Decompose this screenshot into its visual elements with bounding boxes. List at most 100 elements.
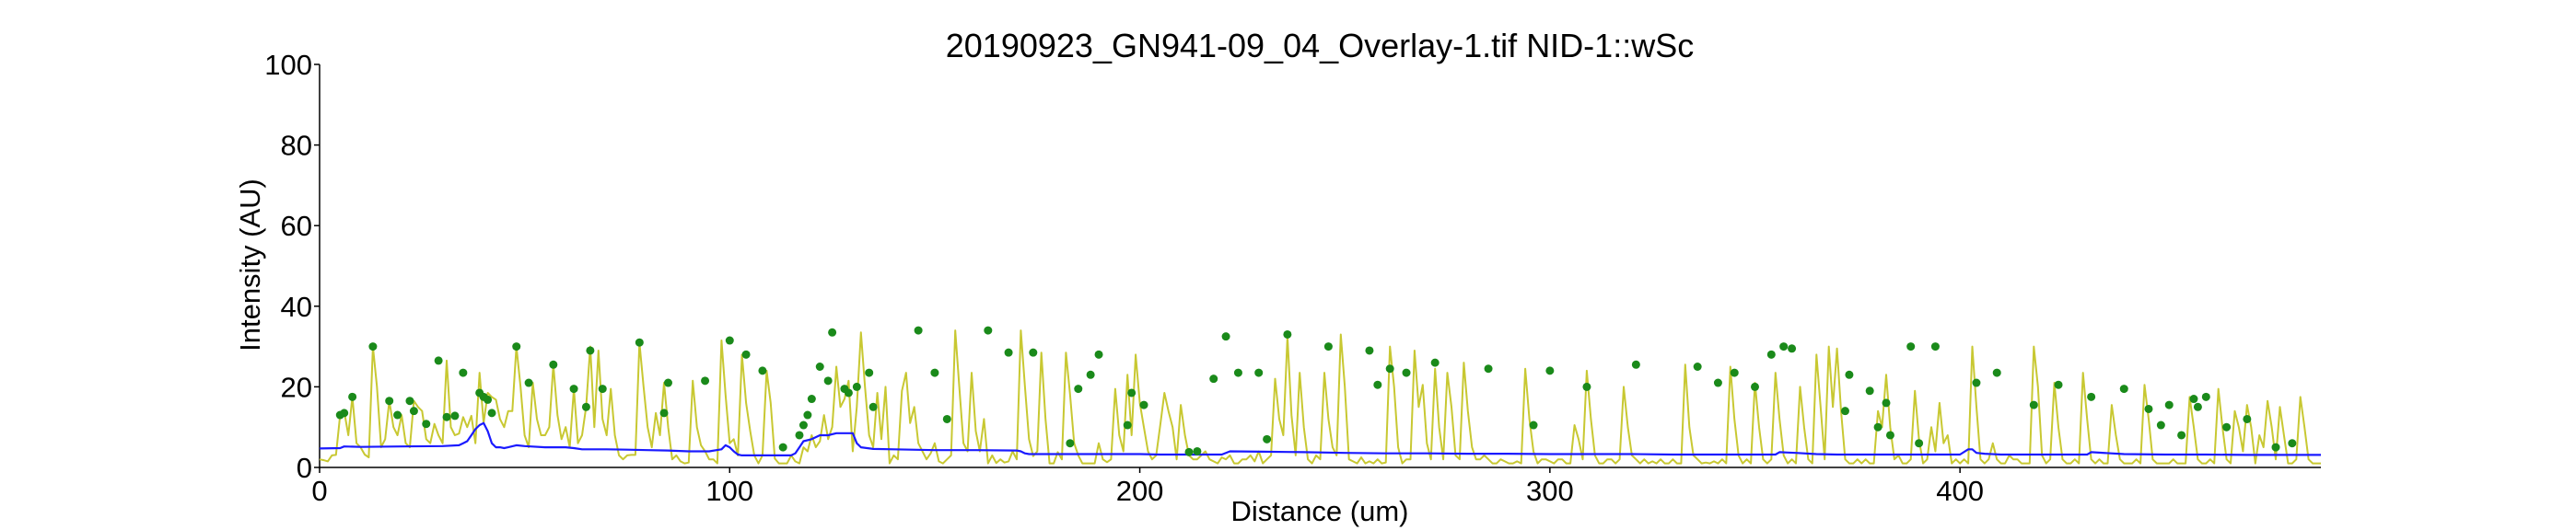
peak-point (798, 421, 808, 430)
peak-point (1193, 446, 1202, 455)
peak-point (815, 363, 824, 371)
peak-point (1086, 370, 1095, 379)
x-tick-label: 0 (311, 475, 327, 507)
peak-point (1263, 434, 1272, 444)
peak-point (348, 392, 357, 401)
peak-point (2193, 402, 2202, 411)
peak-point (598, 385, 607, 394)
peak-point (385, 397, 394, 406)
y-tick-label: 80 (281, 130, 312, 162)
plot-area: 0 20 40 60 80 100 0 100 200 300 400 (264, 49, 2321, 507)
peak-point (1283, 329, 1292, 339)
chart-title: 20190923_GN941-09_04_Overlay-1.tif NID-1… (946, 27, 1694, 64)
peak-point (2119, 385, 2128, 394)
peak-point (1865, 386, 1874, 396)
peak-point (725, 336, 734, 345)
y-tick-label: 100 (264, 49, 312, 81)
peak-point (2144, 404, 2153, 413)
x-axis-title: Distance (um) (1231, 495, 1409, 527)
x-tick-label: 200 (1116, 475, 1164, 507)
peak-point (1029, 348, 1038, 357)
peak-point (1484, 364, 1493, 374)
peak-point (1221, 332, 1230, 341)
peak-point (803, 410, 812, 420)
peak-point (1365, 346, 1374, 355)
peak-point (2156, 421, 2165, 430)
peak-point (1402, 368, 1411, 377)
peak-point (422, 420, 431, 429)
peak-point (1992, 368, 2001, 377)
peak-point (852, 382, 861, 391)
peak-point (2288, 439, 2297, 448)
peak-point (1094, 350, 1103, 359)
peak-point (1066, 439, 1075, 448)
peak-point (1254, 368, 1264, 377)
peak-point (795, 431, 804, 440)
peak-point (807, 395, 816, 404)
peak-point (1631, 360, 1640, 369)
peak-point (586, 346, 595, 355)
peak-point (340, 409, 349, 418)
peak-point (868, 402, 878, 411)
peak-point (2087, 392, 2096, 401)
peak-point (487, 409, 496, 418)
peak-point (459, 368, 468, 377)
peak-point (1209, 374, 1218, 384)
peak-point (1184, 447, 1194, 456)
peak-point (1766, 350, 1776, 359)
peak-point (1139, 400, 1148, 409)
peak-point (1845, 370, 1854, 379)
peak-point (659, 409, 669, 418)
peak-point (865, 368, 874, 377)
peak-point (1545, 366, 1555, 375)
peak-point (663, 378, 672, 387)
peak-point (1385, 364, 1394, 374)
peak-point (1004, 348, 1013, 357)
y-axis-title: Intensity (AU) (234, 179, 266, 351)
peak-point (823, 376, 833, 386)
peak-point (1529, 421, 1538, 430)
peak-point (844, 388, 853, 398)
peak-point (1906, 342, 1916, 351)
peak-point (984, 326, 993, 335)
peak-point (2271, 443, 2280, 452)
peak-point (368, 342, 378, 351)
peak-point (1972, 378, 1981, 387)
series-line-background (319, 421, 2321, 456)
peak-point (828, 328, 837, 337)
peak-point (2177, 431, 2186, 440)
y-tick-label: 40 (281, 291, 312, 323)
y-tick-label: 0 (297, 452, 312, 484)
peak-point (1123, 421, 1132, 430)
y-tick-label: 20 (281, 371, 312, 403)
peak-point (484, 395, 493, 404)
peak-point (442, 412, 451, 421)
peak-point (1582, 382, 1591, 391)
peak-point (1074, 385, 1083, 394)
x-tick-label: 300 (1526, 475, 1574, 507)
peak-point (2222, 422, 2232, 432)
y-tick-label: 60 (281, 210, 312, 242)
peak-point (701, 376, 710, 386)
peak-point (1233, 368, 1242, 377)
peak-point (1693, 363, 1702, 371)
peak-point (1127, 388, 1136, 398)
peak-point (524, 378, 533, 387)
peak-point (512, 342, 521, 351)
peak-point (1373, 380, 1382, 389)
peak-point (2029, 400, 2038, 409)
peak-point (2189, 395, 2198, 404)
x-tick-label: 400 (1936, 475, 1984, 507)
peak-point (1751, 382, 1760, 391)
peak-point (393, 410, 402, 420)
peak-point (930, 368, 939, 377)
peak-point (778, 443, 787, 452)
peak-point (2164, 400, 2174, 409)
peak-point (1730, 368, 1739, 377)
peak-point (2201, 392, 2210, 401)
peak-point (1915, 439, 1924, 448)
peak-point (1882, 398, 1891, 408)
peak-point (450, 411, 460, 421)
